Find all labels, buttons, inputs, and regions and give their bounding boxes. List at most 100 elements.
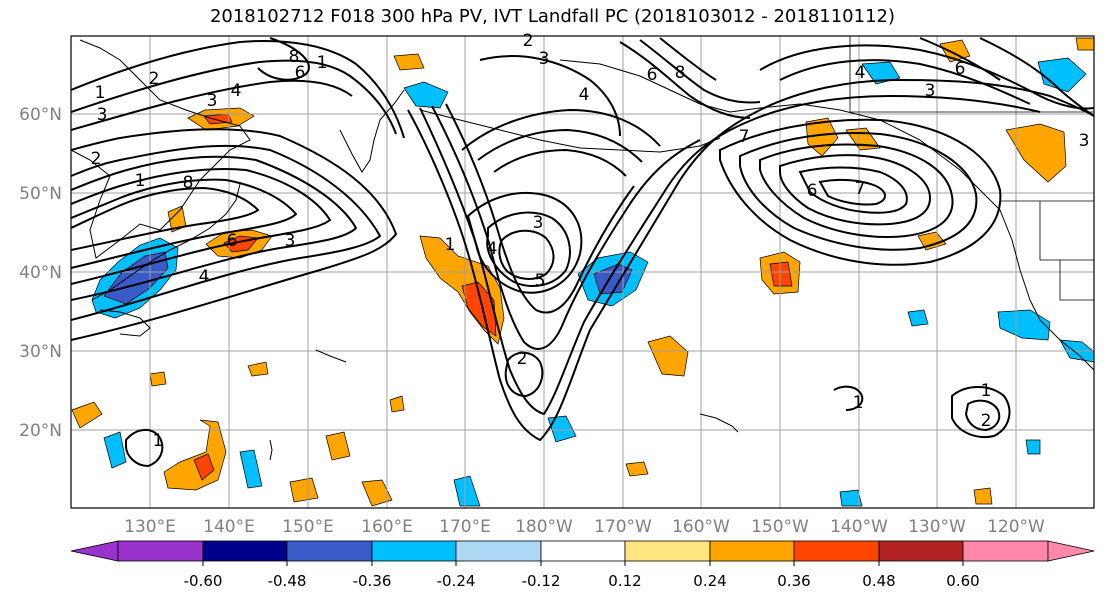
contour-label: 4 [487, 239, 498, 259]
latitude-label: 20°N [19, 421, 62, 441]
pv-contour-line [71, 39, 405, 139]
colorbar-tick-label: 0.60 [946, 572, 979, 590]
latitude-label: 60°N [19, 105, 62, 125]
longitude-label: 130°W [908, 517, 966, 537]
map-title: 2018102712 F018 300 hPa PV, IVT Landfall… [209, 6, 896, 27]
contour-label: 3 [97, 105, 108, 125]
contour-label: 1 [317, 53, 328, 73]
colorbar-bin [709, 540, 795, 562]
pv-contour-line [71, 178, 298, 269]
positive-anomaly-region [247, 361, 269, 377]
colorbar-tick-label: 0.36 [777, 572, 810, 590]
pv-contour-line [719, 118, 1002, 266]
positive-anomaly-region [647, 335, 689, 377]
colorbar-bin [202, 540, 288, 562]
longitude-label: 160°E [361, 517, 413, 537]
negative-anomaly-region [861, 61, 901, 85]
positive-anomaly-region [461, 281, 497, 337]
pv-contour-line [477, 128, 643, 163]
pv-contour-line [71, 144, 382, 321]
pv-contour-line [964, 399, 1001, 432]
positive-anomaly-region [917, 231, 947, 251]
state-border [1039, 201, 1094, 261]
negative-anomaly-region [547, 415, 577, 443]
longitude-label: 150°E [282, 517, 334, 537]
contour-label: 8 [675, 63, 686, 83]
pv-contour-line [919, 37, 1001, 81]
japan-coastline [91, 183, 241, 301]
longitude-label: 130°E [124, 517, 176, 537]
negative-anomaly-region [997, 309, 1051, 341]
colorbar-bin [286, 540, 373, 562]
colorbar-tick-label: -0.48 [268, 572, 307, 590]
pv-contour-line [431, 105, 701, 350]
pv-contour-line [419, 94, 1041, 416]
coastlines [71, 39, 1094, 461]
contour-label: 3 [207, 91, 218, 111]
contour-label: 3 [539, 49, 550, 69]
longitude-label: 150°W [751, 517, 809, 537]
pv-contour-line [461, 108, 661, 151]
colorbar [70, 540, 1095, 562]
pv-contour-line [71, 186, 260, 251]
pv-contour-line [504, 351, 544, 398]
japan-coastline [99, 309, 151, 337]
colorbar-tick-labels: -0.60 -0.48 -0.36 -0.24 -0.12 0.12 0.24 … [184, 572, 980, 590]
pv-contour-line [779, 59, 1031, 105]
contour-label: 1 [135, 171, 146, 191]
contour-label: 2 [517, 349, 528, 369]
longitude-labels: 130°E 140°E 150°E 160°E 170°E 180°W 170°… [124, 517, 1045, 537]
positive-anomaly-region [71, 401, 103, 429]
colorbar-bin [455, 540, 542, 562]
colorbar-bin [540, 540, 626, 562]
pv-contour-line [833, 385, 864, 411]
colorbar-bin [624, 540, 711, 562]
pv-contour-line [466, 192, 583, 294]
latitude-label: 50°N [19, 184, 62, 204]
colorbar-bin [962, 540, 1049, 562]
negative-anomaly-region [403, 81, 449, 109]
negative-anomaly-region [1025, 439, 1041, 455]
positive-anomaly-region [973, 487, 993, 505]
north-america-coastline [999, 209, 1094, 371]
longitude-label: 140°W [830, 517, 888, 537]
pv-contour-line [759, 143, 954, 239]
contour-labels: 1 2 3 2 1 8 3 4 8 6 1 3 6 4 1 4 3 5 2 3 … [91, 31, 1090, 451]
longitude-label: 160°W [672, 517, 730, 537]
contour-label: 4 [231, 81, 242, 101]
positive-anomaly-region [361, 479, 393, 507]
pv-contour-line [125, 429, 164, 468]
pv-contour-line [71, 128, 398, 341]
pv-contour-line [951, 386, 1011, 438]
pv-contour-line [759, 44, 1094, 110]
pv-contour-line [71, 167, 332, 285]
negative-anomaly-region [907, 309, 929, 327]
state-border [1059, 260, 1094, 301]
negative-anomaly-region [453, 475, 481, 507]
pv-contour-line [479, 55, 621, 137]
colorbar-tick-label: -0.36 [353, 572, 392, 590]
contour-label: 1 [981, 381, 992, 401]
positive-anomaly-region [625, 461, 649, 477]
colorbar-extend-low [70, 540, 119, 562]
contour-label: 4 [579, 85, 590, 105]
longitude-label: 120°W [987, 517, 1045, 537]
positive-anomaly-region [769, 261, 793, 287]
longitude-label: 180°W [515, 517, 573, 537]
positive-anomaly-region [1005, 123, 1067, 183]
negative-anomaly-region [103, 431, 127, 469]
contour-label: 3 [1079, 131, 1090, 151]
contour-label: 1 [153, 431, 164, 451]
colorbar-bin [117, 540, 204, 562]
contour-label: 4 [199, 267, 210, 287]
pv-contour-line [407, 78, 1094, 442]
contour-label: 2 [523, 31, 534, 51]
contour-label: 6 [227, 231, 238, 251]
pv-contour-line [445, 103, 635, 314]
pv-contour-line [71, 155, 358, 301]
pv-contour-line [739, 131, 978, 251]
negative-anomaly-region [839, 489, 863, 507]
colorbar-tick-label: 0.24 [693, 572, 726, 590]
pv-contour-line [498, 229, 555, 280]
